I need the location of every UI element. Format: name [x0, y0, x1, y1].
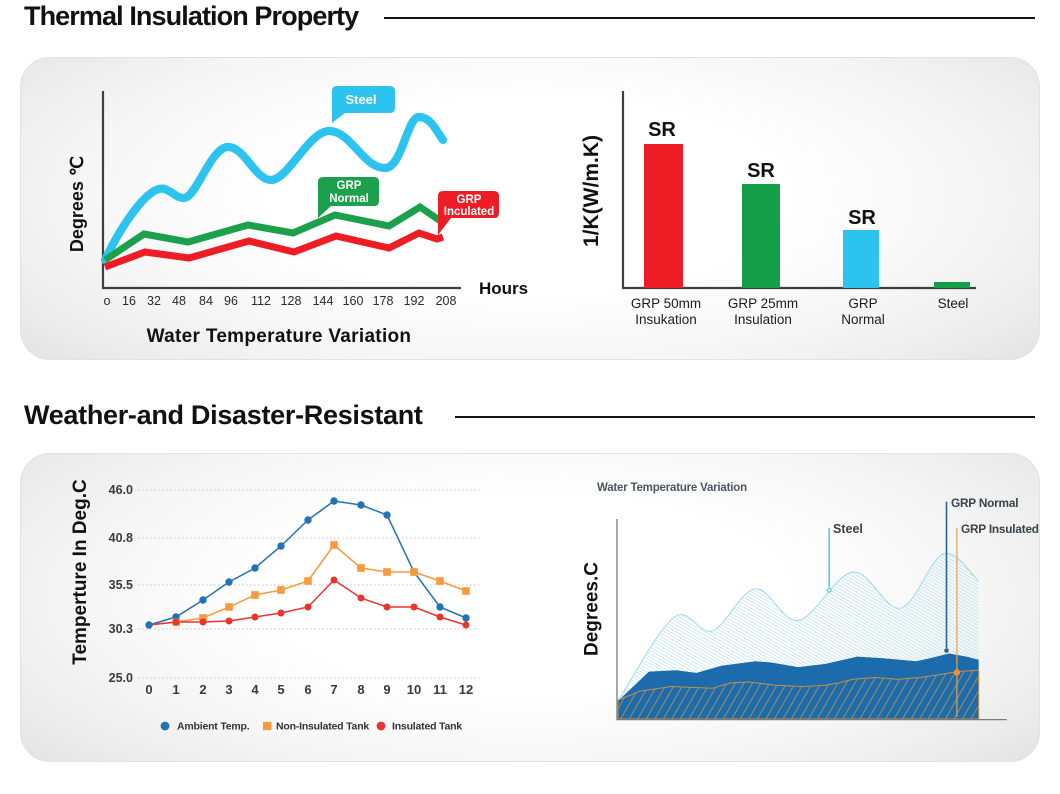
svg-text:Steel: Steel: [345, 92, 376, 107]
svg-text:Ambient Temp.: Ambient Temp.: [177, 721, 250, 733]
svg-text:GRP 50mm: GRP 50mm: [631, 296, 701, 311]
svg-text:GRP Normal: GRP Normal: [951, 496, 1018, 510]
svg-text:Non-Insulated Tank: Non-Insulated Tank: [276, 721, 369, 733]
svg-text:Insulated Tank: Insulated Tank: [392, 721, 462, 733]
svg-text:1: 1: [172, 682, 179, 697]
svg-text:GRP: GRP: [457, 194, 482, 206]
svg-text:11: 11: [433, 682, 447, 697]
svg-text:Steel: Steel: [833, 522, 863, 536]
svg-text:GRP: GRP: [337, 180, 362, 192]
svg-text:35.5: 35.5: [109, 578, 133, 592]
svg-text:1/K(W/m.K): 1/K(W/m.K): [580, 135, 603, 247]
svg-text:GRP Insulated: GRP Insulated: [961, 522, 1039, 536]
svg-text:96: 96: [224, 294, 238, 308]
svg-text:128: 128: [281, 294, 302, 308]
svg-text:Insukation: Insukation: [635, 312, 697, 327]
svg-text:Steel: Steel: [938, 296, 969, 311]
svg-text:3: 3: [225, 682, 232, 697]
svg-text:Normal: Normal: [841, 312, 885, 327]
svg-text:Degrees ℃: Degrees ℃: [67, 156, 87, 252]
svg-text:8: 8: [357, 682, 364, 697]
svg-text:4: 4: [251, 682, 259, 697]
svg-text:Water Temperature Variation: Water Temperature Variation: [147, 326, 412, 347]
svg-text:32: 32: [147, 294, 161, 308]
svg-text:144: 144: [313, 294, 334, 308]
svg-text:7: 7: [330, 682, 337, 697]
svg-text:Insulation: Insulation: [734, 312, 792, 327]
svg-text:16: 16: [122, 294, 136, 308]
svg-text:6: 6: [304, 682, 311, 697]
svg-text:84: 84: [199, 294, 213, 308]
svg-text:Normal: Normal: [329, 193, 369, 205]
svg-text:30.3: 30.3: [109, 622, 133, 636]
svg-text:12: 12: [459, 682, 473, 697]
svg-text:5: 5: [277, 682, 284, 697]
svg-text:2: 2: [199, 682, 206, 697]
svg-text:208: 208: [436, 294, 457, 308]
svg-text:0: 0: [145, 682, 152, 697]
svg-text:25.0: 25.0: [109, 671, 133, 685]
svg-text:Temperture In Deg.C: Temperture In Deg.C: [70, 479, 91, 665]
svg-text:48: 48: [172, 294, 186, 308]
svg-text:46.0: 46.0: [109, 483, 133, 497]
svg-text:Hours: Hours: [479, 279, 528, 298]
svg-text:GRP 25mm: GRP 25mm: [728, 296, 798, 311]
svg-text:GRP: GRP: [848, 296, 877, 311]
svg-text:178: 178: [373, 294, 394, 308]
svg-text:40.8: 40.8: [109, 531, 133, 545]
svg-text:9: 9: [383, 682, 390, 697]
svg-text:o: o: [104, 294, 111, 308]
svg-text:112: 112: [251, 294, 271, 308]
svg-text:SR: SR: [747, 160, 775, 182]
svg-text:SR: SR: [848, 207, 876, 229]
svg-text:SR: SR: [648, 119, 676, 141]
svg-text:192: 192: [404, 294, 425, 308]
svg-text:Inculated: Inculated: [444, 206, 494, 218]
svg-text:Degrees.C: Degrees.C: [582, 562, 603, 656]
svg-text:10: 10: [407, 682, 421, 697]
svg-text:160: 160: [343, 294, 364, 308]
svg-text:Water Temperature Variation: Water Temperature Variation: [597, 482, 747, 494]
